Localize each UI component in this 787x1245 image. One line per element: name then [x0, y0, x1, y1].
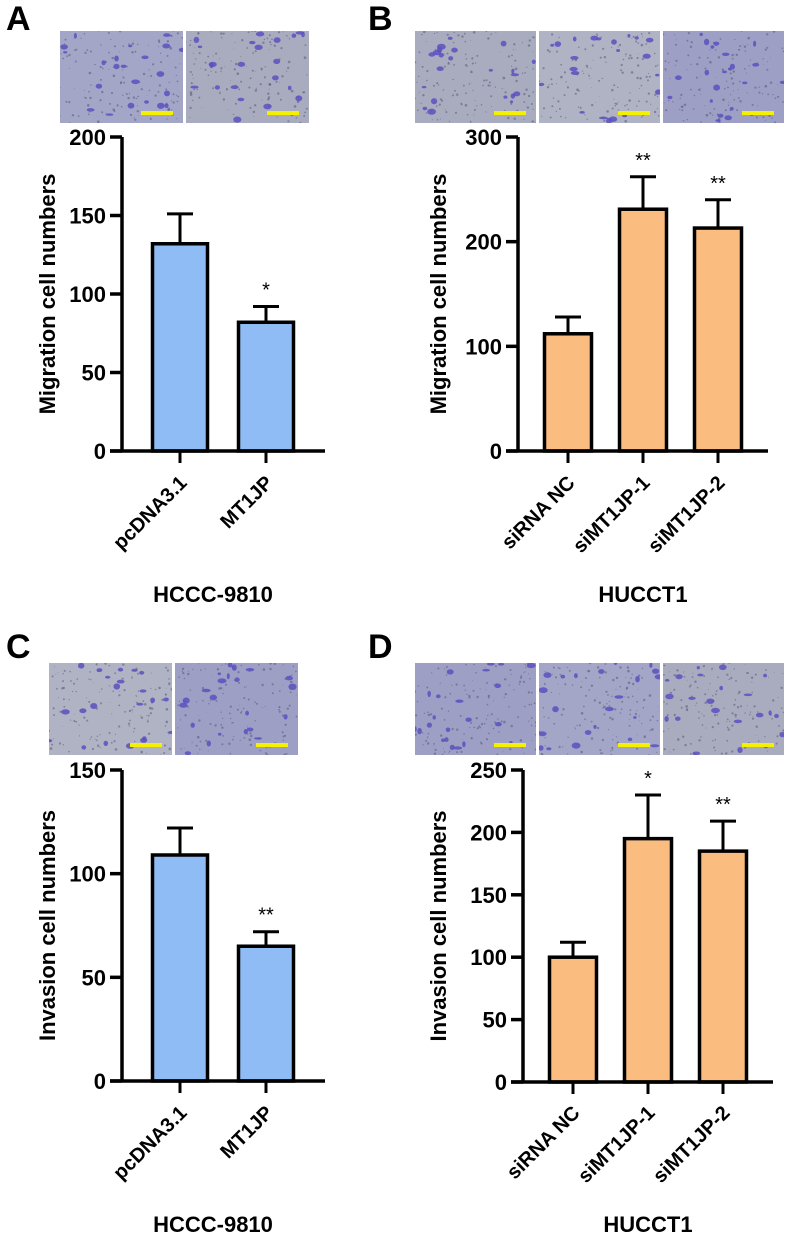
y-tick-label: 50 — [82, 361, 106, 386]
y-tick-label: 100 — [69, 282, 106, 307]
x-axis-title: HCCC-9810 — [153, 582, 273, 607]
panel-letter-c: C — [6, 628, 31, 666]
micrograph-image — [49, 663, 172, 755]
x-category-label: siMT1JP-1 — [569, 472, 655, 558]
x-category-label: siMT1JP-1 — [574, 1102, 660, 1188]
micrograph-image — [186, 31, 309, 123]
scale-bar — [494, 743, 526, 747]
x-axis-title: HCCC-9810 — [153, 1212, 273, 1237]
y-tick-label: 300 — [465, 125, 502, 150]
y-axis-title: Invasion cell numbers — [426, 810, 451, 1041]
y-axis-title: Invasion cell numbers — [35, 810, 60, 1041]
bar-mt1jp — [236, 944, 296, 1083]
micrograph-image — [60, 31, 183, 123]
panel-letter-b: B — [368, 0, 393, 38]
bar-pcdna3-1 — [150, 242, 210, 453]
micrograph-strip-a — [60, 31, 309, 123]
micrograph-strip-d — [415, 663, 784, 755]
scale-bar — [618, 111, 650, 115]
y-tick-label: 250 — [470, 758, 507, 783]
scale-bar — [618, 743, 650, 747]
micrograph-image — [663, 31, 784, 123]
y-tick-label: 200 — [69, 125, 106, 150]
y-tick-label: 100 — [470, 945, 507, 970]
panel-letter-d: D — [368, 628, 393, 666]
x-category-label: siMT1JP-2 — [644, 472, 730, 558]
scale-bar — [494, 111, 526, 115]
micrograph-image — [539, 663, 660, 755]
scale-bar — [141, 111, 173, 115]
x-category-label: MT1JP — [216, 472, 277, 533]
bar-sirna-nc — [542, 332, 594, 453]
y-tick-label: 50 — [82, 965, 106, 990]
y-tick-label: 0 — [490, 439, 502, 464]
micrograph-image — [175, 663, 298, 755]
bar-chart-a: pcDNA3.1 * MT1JP 0 50 100 150 200 Migration cell… — [35, 125, 325, 607]
micrograph-image — [415, 663, 536, 755]
x-category-label: siRNA NC — [498, 472, 580, 554]
y-tick-label: 50 — [483, 1008, 507, 1033]
y-axis-title: Migration cell numbers — [426, 174, 451, 415]
significance-marker: ** — [715, 794, 731, 816]
bar-simt1jp-1 — [622, 836, 674, 1084]
y-tick-label: 100 — [69, 862, 106, 887]
y-tick-label: 0 — [495, 1070, 507, 1095]
y-tick-label: 200 — [465, 230, 502, 255]
y-tick-label: 200 — [470, 820, 507, 845]
micrograph-strip-b — [415, 31, 784, 123]
y-tick-label: 0 — [94, 439, 106, 464]
scale-bar — [742, 743, 774, 747]
significance-marker: ** — [258, 905, 274, 927]
scale-bar — [130, 743, 162, 747]
x-axis-title: HUCCT1 — [603, 1212, 692, 1237]
y-axis-title: Migration cell numbers — [35, 174, 60, 415]
x-axis-title: HUCCT1 — [598, 582, 687, 607]
micrograph-image — [415, 31, 536, 123]
x-category-label: pcDNA3.1 — [109, 472, 191, 554]
x-category-label: pcDNA3.1 — [109, 1102, 191, 1184]
scale-bar — [256, 743, 288, 747]
significance-marker: * — [262, 280, 270, 302]
panel-letter-a: A — [6, 0, 31, 38]
bar-simt1jp-2 — [692, 226, 744, 453]
y-tick-label: 150 — [69, 758, 106, 783]
bar-mt1jp — [236, 320, 296, 453]
significance-marker: ** — [635, 150, 651, 172]
bar-simt1jp-2 — [697, 849, 749, 1084]
scale-bar — [742, 111, 774, 115]
x-category-label: MT1JP — [216, 1102, 277, 1163]
scale-bar — [267, 111, 299, 115]
y-tick-label: 150 — [470, 883, 507, 908]
bar-chart-b: siRNA NC ** siMT1JP-1 ** siMT1JP-2 0 100 200 300… — [426, 125, 768, 607]
bar-sirna-nc — [547, 955, 599, 1084]
y-tick-label: 150 — [69, 204, 106, 229]
bar-simt1jp-1 — [617, 207, 669, 453]
micrograph-image — [539, 31, 660, 123]
micrograph-strip-c — [49, 663, 298, 755]
x-category-label: siRNA NC — [503, 1102, 585, 1184]
y-tick-label: 0 — [94, 1069, 106, 1094]
significance-marker: ** — [710, 173, 726, 195]
bar-chart-d: siRNA NC * siMT1JP-1 ** siMT1JP-2 0 50 100 150 20… — [426, 758, 773, 1237]
y-tick-label: 100 — [465, 334, 502, 359]
bar-pcdna3-1 — [150, 853, 210, 1083]
x-category-label: siMT1JP-2 — [649, 1102, 735, 1188]
micrograph-image — [663, 663, 784, 755]
bar-chart-c: pcDNA3.1 ** MT1JP 0 50 100 150 Invasion cell nu… — [35, 758, 325, 1237]
significance-marker: * — [644, 768, 652, 790]
